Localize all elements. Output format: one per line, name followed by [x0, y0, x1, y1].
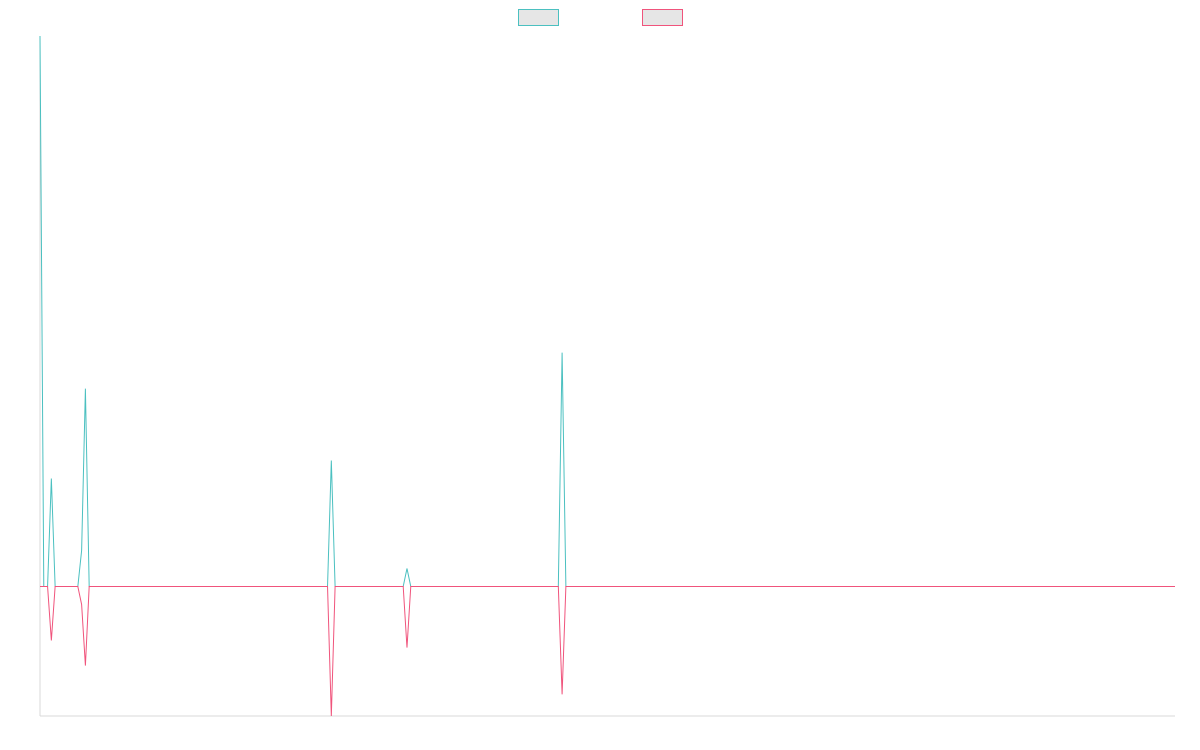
series-lines: [37, 33, 1175, 719]
legend-swatch-2[interactable]: [642, 9, 683, 26]
legend[interactable]: [518, 9, 683, 26]
data-point-s1-4[interactable]: [82, 386, 88, 392]
data-point-s1-6[interactable]: [404, 565, 410, 571]
data-point-s2-4[interactable]: [328, 713, 334, 719]
data-point-s1-3[interactable]: [79, 547, 85, 553]
data-point-s1-1[interactable]: [37, 33, 43, 39]
data-point-s2-1[interactable]: [48, 637, 54, 643]
legend-swatch-1[interactable]: [518, 9, 559, 26]
series-line-2: [40, 585, 1175, 717]
series-line-1: [39, 35, 1175, 587]
data-point-s1-2[interactable]: [48, 476, 54, 482]
axes: [39, 36, 1175, 717]
data-point-s1-7[interactable]: [559, 350, 565, 356]
data-point-s2-2[interactable]: [79, 601, 85, 607]
data-point-s1-5[interactable]: [328, 458, 334, 464]
data-point-s2-6[interactable]: [559, 691, 565, 697]
data-point-s2-5[interactable]: [404, 645, 410, 651]
data-point-s2-3[interactable]: [82, 663, 88, 669]
